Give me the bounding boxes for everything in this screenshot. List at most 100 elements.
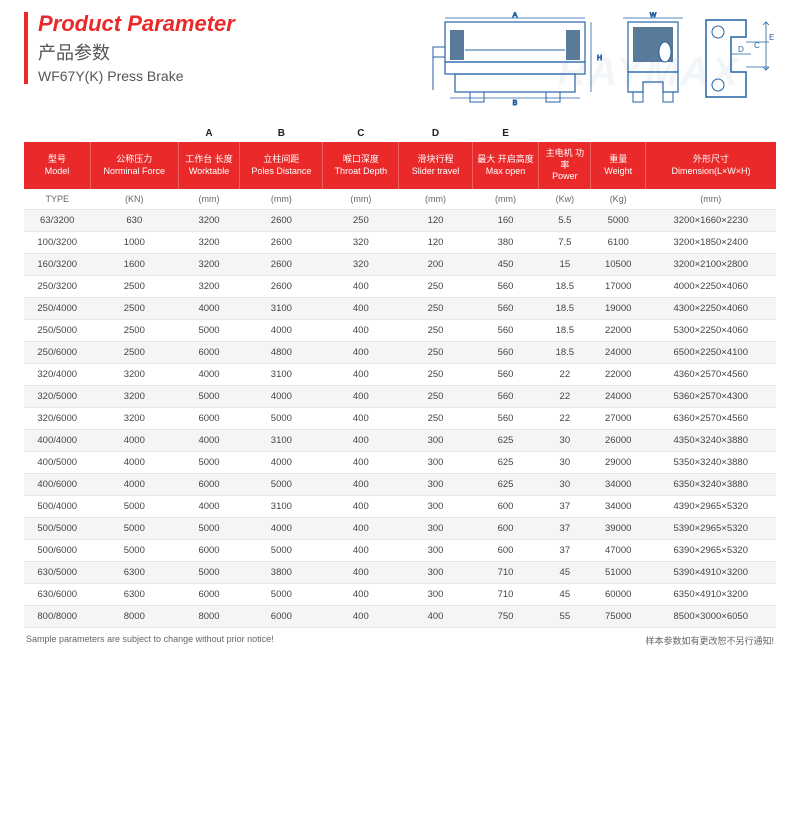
data-cell: 6360×2570×4560 bbox=[645, 408, 776, 430]
group-label: C bbox=[323, 125, 399, 142]
data-cell: 4000 bbox=[178, 298, 240, 320]
data-cell: 4390×2965×5320 bbox=[645, 496, 776, 518]
data-cell: 630/5000 bbox=[24, 562, 90, 584]
data-cell: 4000 bbox=[90, 474, 178, 496]
table-body: TYPE(KN)(mm)(mm)(mm)(mm)(mm)(Kw)(Kg)(mm)… bbox=[24, 189, 776, 628]
data-cell: 6000 bbox=[178, 540, 240, 562]
svg-text:E: E bbox=[769, 33, 774, 42]
machine-side-icon: W bbox=[613, 12, 693, 107]
column-header: 工作台 长度Worktable bbox=[178, 142, 240, 189]
data-cell: 8000 bbox=[90, 606, 178, 628]
data-cell: 22 bbox=[539, 408, 591, 430]
svg-text:W: W bbox=[650, 12, 657, 19]
data-cell: 320/5000 bbox=[24, 386, 90, 408]
data-cell: 560 bbox=[472, 386, 538, 408]
data-cell: 3200 bbox=[178, 254, 240, 276]
header: Product Parameter 产品参数 WF67Y(K) Press Br… bbox=[24, 12, 776, 107]
data-cell: 400 bbox=[323, 518, 399, 540]
data-cell: 3200 bbox=[90, 386, 178, 408]
data-cell: 300 bbox=[399, 474, 473, 496]
column-group-labels: ABCDE bbox=[24, 125, 776, 142]
data-cell: 18.5 bbox=[539, 320, 591, 342]
data-cell: 400/6000 bbox=[24, 474, 90, 496]
data-cell: 3100 bbox=[240, 298, 323, 320]
data-cell: 7.5 bbox=[539, 232, 591, 254]
data-cell: 3100 bbox=[240, 430, 323, 452]
data-cell: 400/4000 bbox=[24, 430, 90, 452]
data-cell: 600 bbox=[472, 496, 538, 518]
data-cell: 22000 bbox=[591, 364, 646, 386]
column-header: 公称压力Norminal Force bbox=[90, 142, 178, 189]
data-cell: 250 bbox=[399, 408, 473, 430]
svg-text:B: B bbox=[513, 100, 518, 107]
data-cell: 5350×3240×3880 bbox=[645, 452, 776, 474]
data-cell: 400 bbox=[323, 606, 399, 628]
data-cell: 4000 bbox=[240, 452, 323, 474]
data-cell: 250 bbox=[323, 210, 399, 232]
title-chinese: 产品参数 bbox=[38, 39, 235, 65]
data-cell: 160 bbox=[472, 210, 538, 232]
footer-right: 样本参数如有更改恕不另行通知! bbox=[645, 634, 774, 647]
data-cell: 3800 bbox=[240, 562, 323, 584]
data-cell: 2600 bbox=[240, 254, 323, 276]
data-cell: 400 bbox=[399, 606, 473, 628]
data-cell: 19000 bbox=[591, 298, 646, 320]
data-cell: 27000 bbox=[591, 408, 646, 430]
data-cell: 250 bbox=[399, 342, 473, 364]
column-header: 喉口深度Throat Depth bbox=[323, 142, 399, 189]
technical-diagram: A H B W D bbox=[235, 12, 776, 107]
data-cell: 22 bbox=[539, 386, 591, 408]
data-cell: 1600 bbox=[90, 254, 178, 276]
data-cell: 8500×3000×6050 bbox=[645, 606, 776, 628]
unit-cell: (KN) bbox=[90, 189, 178, 210]
data-cell: 560 bbox=[472, 364, 538, 386]
data-cell: 8000 bbox=[178, 606, 240, 628]
data-cell: 625 bbox=[472, 452, 538, 474]
data-cell: 5000 bbox=[591, 210, 646, 232]
data-cell: 3200 bbox=[178, 276, 240, 298]
data-cell: 3200 bbox=[90, 408, 178, 430]
data-cell: 3100 bbox=[240, 364, 323, 386]
data-cell: 2500 bbox=[90, 320, 178, 342]
table-row: 500/400050004000310040030060037340004390… bbox=[24, 496, 776, 518]
table-row: 100/32001000320026003201203807.561003200… bbox=[24, 232, 776, 254]
data-cell: 4000×2250×4060 bbox=[645, 276, 776, 298]
data-cell: 4000 bbox=[178, 364, 240, 386]
data-cell: 3200 bbox=[178, 232, 240, 254]
data-cell: 5000 bbox=[90, 496, 178, 518]
svg-text:D: D bbox=[738, 45, 744, 54]
data-cell: 4000 bbox=[90, 452, 178, 474]
data-cell: 300 bbox=[399, 562, 473, 584]
data-cell: 4000 bbox=[178, 496, 240, 518]
data-cell: 400 bbox=[323, 320, 399, 342]
data-cell: 3200×1660×2230 bbox=[645, 210, 776, 232]
data-cell: 500/5000 bbox=[24, 518, 90, 540]
data-cell: 45 bbox=[539, 584, 591, 606]
unit-cell: (mm) bbox=[645, 189, 776, 210]
data-cell: 320/4000 bbox=[24, 364, 90, 386]
table-row: 63/3200630320026002501201605.550003200×1… bbox=[24, 210, 776, 232]
table-row: 250/400025004000310040025056018.51900043… bbox=[24, 298, 776, 320]
data-cell: 5000 bbox=[240, 584, 323, 606]
column-header: 主电机 功率Power bbox=[539, 142, 591, 189]
data-cell: 200 bbox=[399, 254, 473, 276]
data-cell: 400 bbox=[323, 408, 399, 430]
units-row: TYPE(KN)(mm)(mm)(mm)(mm)(mm)(Kw)(Kg)(mm) bbox=[24, 189, 776, 210]
data-cell: 6300 bbox=[90, 562, 178, 584]
data-cell: 4300×2250×4060 bbox=[645, 298, 776, 320]
data-cell: 320 bbox=[323, 232, 399, 254]
data-cell: 400 bbox=[323, 584, 399, 606]
data-cell: 2500 bbox=[90, 342, 178, 364]
data-cell: 400 bbox=[323, 474, 399, 496]
data-cell: 630/6000 bbox=[24, 584, 90, 606]
data-cell: 160/3200 bbox=[24, 254, 90, 276]
data-cell: 5300×2250×4060 bbox=[645, 320, 776, 342]
table-row: 320/600032006000500040025056022270006360… bbox=[24, 408, 776, 430]
data-cell: 4000 bbox=[178, 430, 240, 452]
data-cell: 18.5 bbox=[539, 342, 591, 364]
data-cell: 250/4000 bbox=[24, 298, 90, 320]
data-cell: 6350×4910×3200 bbox=[645, 584, 776, 606]
data-cell: 5360×2570×4300 bbox=[645, 386, 776, 408]
table-row: 320/500032005000400040025056022240005360… bbox=[24, 386, 776, 408]
data-cell: 630 bbox=[90, 210, 178, 232]
